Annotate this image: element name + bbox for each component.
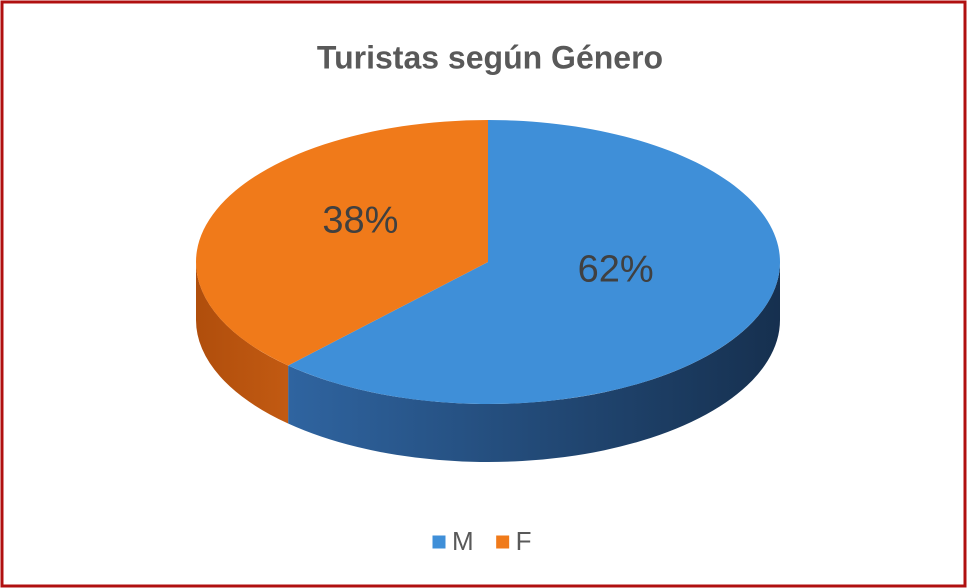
legend-label: F [516,526,532,556]
legend-marker [495,534,511,550]
data-label: 62% [578,249,654,291]
slice [288,120,780,404]
slice [195,119,488,366]
slice-side [288,262,780,463]
legend-marker [431,534,447,550]
slice-side [196,262,289,424]
data-label: 38% [322,199,398,241]
chart-title: Turistas según Género [317,39,663,75]
legend-label: M [452,526,474,556]
